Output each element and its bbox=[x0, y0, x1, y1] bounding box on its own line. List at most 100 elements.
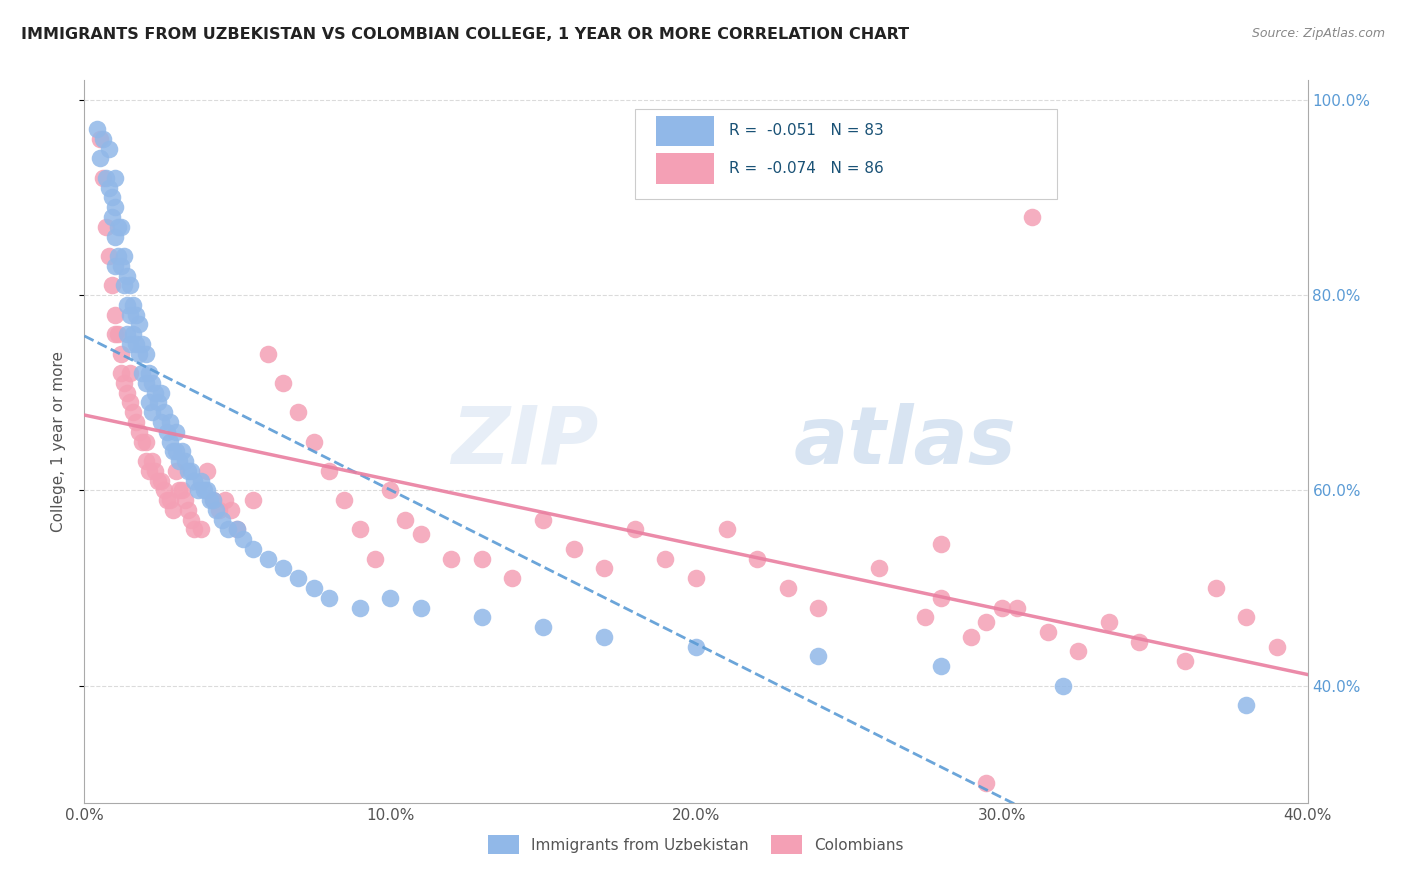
Point bbox=[165, 425, 187, 439]
Point bbox=[287, 405, 309, 419]
Point bbox=[128, 346, 150, 360]
Point bbox=[183, 474, 205, 488]
Point bbox=[440, 551, 463, 566]
Point bbox=[162, 444, 184, 458]
Point bbox=[149, 415, 172, 429]
Point bbox=[195, 483, 218, 498]
Point bbox=[190, 474, 212, 488]
Point bbox=[115, 385, 138, 400]
Point bbox=[112, 376, 135, 390]
Point bbox=[167, 483, 190, 498]
Point bbox=[141, 376, 163, 390]
Point bbox=[141, 454, 163, 468]
Point bbox=[107, 219, 129, 234]
Point bbox=[257, 551, 280, 566]
Text: ZIP: ZIP bbox=[451, 402, 598, 481]
Point bbox=[349, 600, 371, 615]
Point bbox=[201, 493, 224, 508]
Bar bbox=[655, 153, 714, 184]
Point bbox=[115, 327, 138, 342]
Point bbox=[104, 259, 127, 273]
Point bbox=[318, 464, 340, 478]
Point bbox=[364, 551, 387, 566]
Point bbox=[110, 219, 132, 234]
Point bbox=[1265, 640, 1288, 654]
Point bbox=[122, 327, 145, 342]
Point bbox=[104, 170, 127, 185]
Point bbox=[1067, 644, 1090, 658]
Point bbox=[914, 610, 936, 624]
Point bbox=[929, 591, 952, 605]
Point bbox=[110, 346, 132, 360]
Point bbox=[1236, 610, 1258, 624]
Point bbox=[149, 385, 172, 400]
Point bbox=[141, 405, 163, 419]
Point bbox=[929, 659, 952, 673]
Point bbox=[101, 210, 124, 224]
Point bbox=[101, 190, 124, 204]
Point bbox=[242, 493, 264, 508]
Point bbox=[91, 132, 114, 146]
Point bbox=[177, 464, 200, 478]
Point bbox=[219, 503, 242, 517]
Point bbox=[232, 532, 254, 546]
Point bbox=[271, 376, 294, 390]
Point bbox=[333, 493, 356, 508]
Point bbox=[960, 630, 983, 644]
Point bbox=[104, 308, 127, 322]
Point bbox=[180, 513, 202, 527]
Point bbox=[349, 523, 371, 537]
Point bbox=[120, 308, 142, 322]
Text: R =  -0.051   N = 83: R = -0.051 N = 83 bbox=[728, 122, 884, 137]
Bar bbox=[655, 116, 714, 146]
Point bbox=[91, 170, 114, 185]
Point bbox=[101, 278, 124, 293]
Point bbox=[131, 434, 153, 449]
Point bbox=[302, 434, 325, 449]
Point bbox=[201, 493, 224, 508]
Y-axis label: College, 1 year or more: College, 1 year or more bbox=[51, 351, 66, 532]
Point bbox=[198, 493, 221, 508]
Point bbox=[976, 615, 998, 630]
Point bbox=[135, 454, 157, 468]
Point bbox=[976, 776, 998, 790]
Point bbox=[94, 219, 117, 234]
Point bbox=[167, 454, 190, 468]
Point bbox=[97, 249, 120, 263]
Point bbox=[869, 561, 891, 575]
Point bbox=[138, 464, 160, 478]
Point bbox=[531, 620, 554, 634]
Point bbox=[120, 337, 142, 351]
Point bbox=[409, 527, 432, 541]
Point bbox=[143, 464, 166, 478]
Point bbox=[128, 425, 150, 439]
Point bbox=[125, 337, 148, 351]
Legend: Immigrants from Uzbekistan, Colombians: Immigrants from Uzbekistan, Colombians bbox=[482, 830, 910, 860]
Point bbox=[94, 170, 117, 185]
Point bbox=[624, 523, 647, 537]
Point bbox=[89, 152, 111, 166]
Point bbox=[138, 366, 160, 380]
Point bbox=[122, 405, 145, 419]
Point bbox=[1205, 581, 1227, 595]
Point bbox=[1052, 679, 1074, 693]
Point bbox=[1236, 698, 1258, 713]
Point bbox=[131, 366, 153, 380]
Point bbox=[211, 513, 233, 527]
Point bbox=[86, 122, 108, 136]
Point bbox=[217, 523, 239, 537]
Point bbox=[135, 346, 157, 360]
Point bbox=[165, 444, 187, 458]
Point bbox=[174, 493, 197, 508]
Point bbox=[162, 503, 184, 517]
Point bbox=[929, 537, 952, 551]
Point bbox=[135, 376, 157, 390]
Point bbox=[120, 366, 142, 380]
Point bbox=[125, 415, 148, 429]
Point bbox=[97, 142, 120, 156]
Point bbox=[1128, 634, 1150, 648]
Point bbox=[156, 493, 179, 508]
Point bbox=[125, 308, 148, 322]
Point bbox=[110, 259, 132, 273]
Point bbox=[104, 229, 127, 244]
